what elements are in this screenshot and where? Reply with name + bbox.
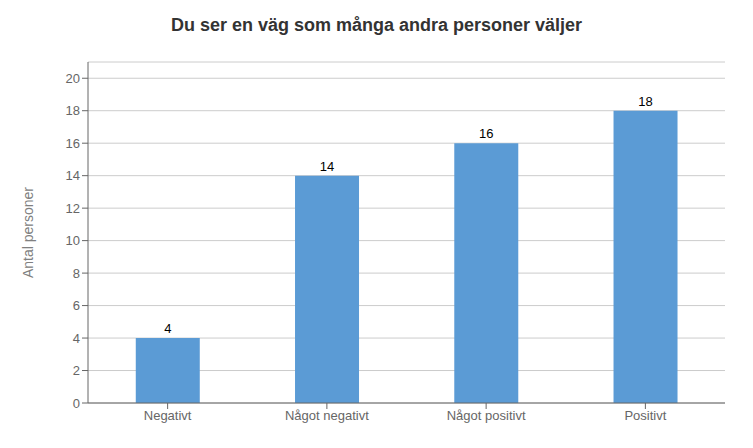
svg-text:6: 6 bbox=[73, 298, 80, 313]
svg-text:14: 14 bbox=[66, 168, 80, 183]
svg-text:0: 0 bbox=[73, 396, 80, 411]
html-text:Du ser en väg som många andra: Du ser en väg som många andra personer v… bbox=[170, 15, 583, 35]
svg-text:4: 4 bbox=[164, 321, 171, 336]
svg-text:16: 16 bbox=[66, 136, 80, 151]
svg-text:Något negativt: Något negativt bbox=[285, 408, 369, 423]
svg-text:4: 4 bbox=[73, 331, 80, 346]
svg-text:12: 12 bbox=[66, 201, 80, 216]
svg-text:8: 8 bbox=[73, 266, 80, 281]
svg-text:Positivt: Positivt bbox=[624, 408, 666, 423]
svg-text:10: 10 bbox=[66, 233, 80, 248]
svg-text:18: 18 bbox=[66, 103, 80, 118]
svg-text:Negativt: Negativt bbox=[144, 408, 192, 423]
svg-text:16: 16 bbox=[479, 126, 493, 141]
svg-text:20: 20 bbox=[66, 71, 80, 86]
svg-text:2: 2 bbox=[73, 363, 80, 378]
svg-text:18: 18 bbox=[638, 94, 652, 109]
svg-text:Antal personer: Antal personer bbox=[20, 187, 36, 278]
svg-text:Något positivt: Något positivt bbox=[447, 408, 526, 423]
svg-text:14: 14 bbox=[320, 159, 334, 174]
